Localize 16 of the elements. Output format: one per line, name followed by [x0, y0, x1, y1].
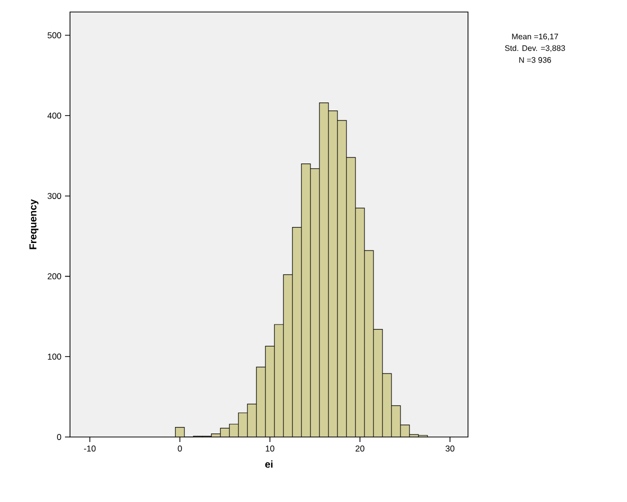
y-tick-label: 100 — [48, 354, 62, 360]
x-axis-title: ei — [265, 460, 272, 468]
y-tick-label: 200 — [48, 273, 62, 280]
text: Mean =16,17 — [512, 34, 558, 40]
y-tick-label: 300 — [48, 192, 62, 199]
x-tick-label: 10 — [266, 446, 274, 452]
y-tick-label: 0 — [57, 434, 62, 440]
y-tick-label: 400 — [47, 112, 62, 119]
x-tick-label: 0 — [178, 446, 182, 452]
y-axis-title: Frequency — [29, 199, 38, 250]
text: Std. Dev. =3,883 — [505, 45, 565, 52]
y-tick-label: 500 — [48, 32, 62, 38]
text: N =3 936 — [519, 57, 551, 63]
x-tick-label: 30 — [446, 446, 454, 452]
x-tick-label: -10 — [84, 446, 96, 452]
x-tick-label: 20 — [356, 446, 364, 452]
